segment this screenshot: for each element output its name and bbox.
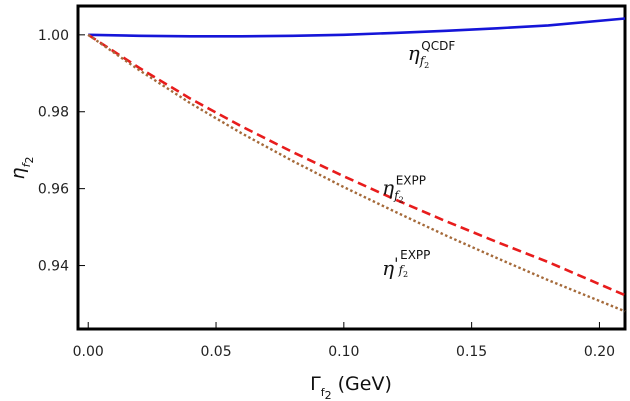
x-axis-label: Γf2 (GeV) — [310, 373, 392, 401]
x-tick-label-2: 0.10 — [328, 344, 359, 360]
ticks: 0.00 0.05 0.10 0.15 0.20 0.94 0.96 0.98 1.00 — [38, 28, 615, 360]
series-line-dotted — [87, 33, 626, 313]
series-group — [87, 17, 626, 313]
y-tick-label-0: 0.94 — [38, 259, 69, 275]
x-tick-label-1: 0.05 — [200, 344, 231, 360]
curve-annotation-0: ηf2QCDF — [408, 39, 456, 70]
curve-annotation-2: η'f2EXPP — [382, 248, 430, 280]
curve-annotation-1: ηf2EXPP — [382, 173, 426, 204]
series-line-solid — [88, 17, 626, 38]
series-line-dashed — [87, 33, 626, 297]
x-tick-label-0: 0.00 — [73, 344, 104, 360]
y-tick-label-3: 1.00 — [38, 28, 69, 44]
plot-frame — [76, 4, 627, 331]
x-tick-label-3: 0.15 — [456, 344, 487, 360]
y-tick-label-2: 0.98 — [38, 105, 69, 121]
y-tick-label-1: 0.96 — [38, 182, 69, 198]
y-axis-label: ηf2 — [7, 157, 36, 180]
annotation-group: ηf2QCDF ηf2EXPP η'f2EXPP — [382, 39, 455, 280]
x-tick-label-4: 0.20 — [584, 344, 615, 360]
